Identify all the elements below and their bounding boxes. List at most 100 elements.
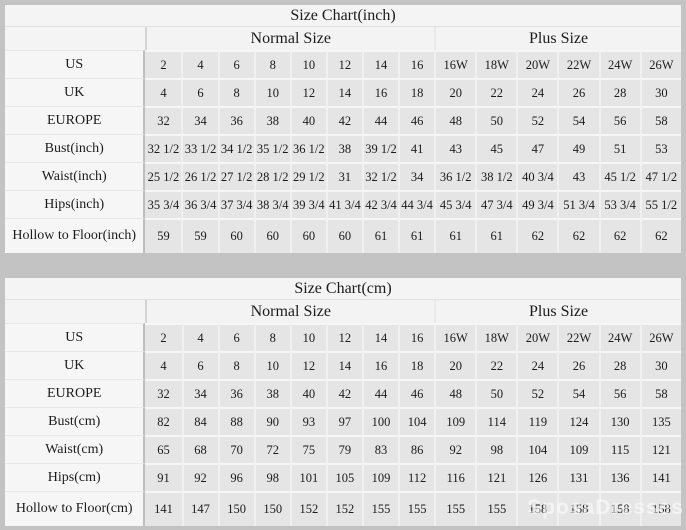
value-cell: 84 — [181, 407, 218, 435]
value-cell: 47 1/2 — [639, 162, 681, 190]
value-cell: 31 — [325, 162, 362, 190]
value-cell: 26 — [557, 78, 599, 106]
value-cell: 20 — [434, 78, 476, 106]
value-cell: 41 — [398, 134, 435, 162]
value-cell: 50 — [475, 106, 517, 134]
value-cell: 92 — [434, 435, 476, 463]
value-cell: 4 — [145, 351, 182, 379]
value-cell: 8 — [253, 323, 290, 351]
value-cell: 96 — [217, 463, 254, 491]
value-cell: 43 — [557, 162, 599, 190]
value-cell: 130 — [598, 407, 640, 435]
value-cell: 36 1/2 — [289, 134, 326, 162]
row-label-bust-inch: Bust(inch) — [5, 134, 146, 162]
value-cell: 105 — [325, 463, 362, 491]
value-cell: 27 1/2 — [217, 162, 254, 190]
value-cell: 41 3/4 — [325, 190, 362, 218]
value-cell: 141 — [639, 463, 681, 491]
value-cell: 126 — [516, 463, 558, 491]
value-cell: 56 — [598, 106, 640, 134]
value-cell: 18 — [398, 78, 435, 106]
value-cell: 30 — [639, 78, 681, 106]
value-cell: 22W — [557, 323, 599, 351]
value-cell: 60 — [253, 218, 290, 253]
value-cell: 45 — [475, 134, 517, 162]
value-cell: 26W — [639, 50, 681, 78]
value-cell: 55 1/2 — [639, 190, 681, 218]
value-cell: 56 — [598, 379, 640, 407]
value-cell: 109 — [557, 435, 599, 463]
table-row-uk: UK 4 6 8 10 12 14 16 18 20 22 24 26 28 30 — [5, 78, 681, 106]
value-cell: 14 — [325, 351, 362, 379]
value-cell: 49 3/4 — [516, 190, 558, 218]
table-row-hollow-to-floor-inch: Hollow to Floor(inch) 59 59 60 60 60 60 61 61 61 6… — [5, 218, 681, 253]
value-cell: 39 3/4 — [289, 190, 326, 218]
value-cell: 58 — [639, 379, 681, 407]
value-cell: 60 — [217, 218, 254, 253]
value-cell: 152 — [289, 491, 326, 526]
value-cell: 109 — [361, 463, 399, 491]
value-cell: 52 — [516, 379, 558, 407]
value-cell: 91 — [145, 463, 182, 491]
value-cell: 44 3/4 — [398, 190, 435, 218]
value-cell: 10 — [289, 50, 326, 78]
value-cell: 135 — [639, 407, 681, 435]
row-label-us: US — [5, 323, 146, 351]
value-cell: 53 — [639, 134, 681, 162]
value-cell: 22 — [475, 78, 517, 106]
value-cell: 83 — [361, 435, 399, 463]
value-cell: 147 — [181, 491, 218, 526]
value-cell: 88 — [217, 407, 254, 435]
normal-size-header: Normal Size — [145, 300, 435, 323]
value-cell: 112 — [398, 463, 435, 491]
value-cell: 35 3/4 — [145, 190, 182, 218]
value-cell: 75 — [289, 435, 326, 463]
value-cell: 62 — [598, 218, 640, 253]
value-cell: 90 — [253, 407, 290, 435]
value-cell: 10 — [253, 351, 290, 379]
value-cell: 24 — [516, 78, 558, 106]
value-cell: 109 — [434, 407, 476, 435]
size-chart-inch-table: Size Chart(inch) Normal Size Plus Size US 2 4… — [5, 5, 681, 253]
value-cell: 8 — [217, 351, 254, 379]
value-cell: 104 — [516, 435, 558, 463]
value-cell: 47 — [516, 134, 558, 162]
chart-title-row: Size Chart(inch) — [5, 5, 681, 27]
value-cell: 155 — [434, 491, 476, 526]
table-row-bust-cm: Bust(cm) 82 84 88 90 93 97 100 104 109 114 119 124 13… — [5, 407, 681, 435]
row-label-hollow-to-floor-inch: Hollow to Floor(inch) — [5, 218, 146, 253]
value-cell: 38 — [325, 134, 362, 162]
table-row-hollow-to-floor-cm: Hollow to Floor(cm) 141 147 150 150 152 152 155… — [5, 491, 681, 526]
row-label-bust-cm: Bust(cm) — [5, 407, 146, 435]
value-cell: 36 1/2 — [434, 162, 476, 190]
value-cell: 98 — [253, 463, 290, 491]
table-row-uk: UK 4 6 8 10 12 14 16 18 20 22 24 26 28 30 — [5, 351, 681, 379]
value-cell: 59 — [181, 218, 218, 253]
value-cell: 152 — [325, 491, 362, 526]
value-cell: 51 — [598, 134, 640, 162]
value-cell: 131 — [557, 463, 599, 491]
value-cell: 20W — [516, 50, 558, 78]
value-cell: 34 — [181, 106, 218, 134]
value-cell: 116 — [434, 463, 476, 491]
value-cell: 44 — [361, 106, 399, 134]
value-cell: 14 — [325, 78, 362, 106]
value-cell: 40 — [289, 106, 326, 134]
size-chart-cm-table: Size Chart(cm) Normal Size Plus Size US 2 4 6 8… — [5, 278, 681, 526]
value-cell: 10 — [289, 323, 326, 351]
table-row-waist-cm: Waist(cm) 65 68 70 72 75 79 83 86 92 98 104 109 115 12… — [5, 435, 681, 463]
value-cell: 119 — [516, 407, 558, 435]
value-cell: 12 — [325, 323, 362, 351]
value-cell: 51 3/4 — [557, 190, 599, 218]
value-cell: 49 — [557, 134, 599, 162]
value-cell: 158 — [598, 491, 640, 526]
corner-cell — [5, 300, 146, 323]
value-cell: 61 — [475, 218, 517, 253]
value-cell: 16W — [434, 50, 476, 78]
value-cell: 45 1/2 — [598, 162, 640, 190]
value-cell: 97 — [325, 407, 362, 435]
plus-size-header: Plus Size — [434, 300, 681, 323]
normal-size-header: Normal Size — [145, 27, 435, 50]
value-cell: 36 3/4 — [181, 190, 218, 218]
value-cell: 36 — [217, 379, 254, 407]
